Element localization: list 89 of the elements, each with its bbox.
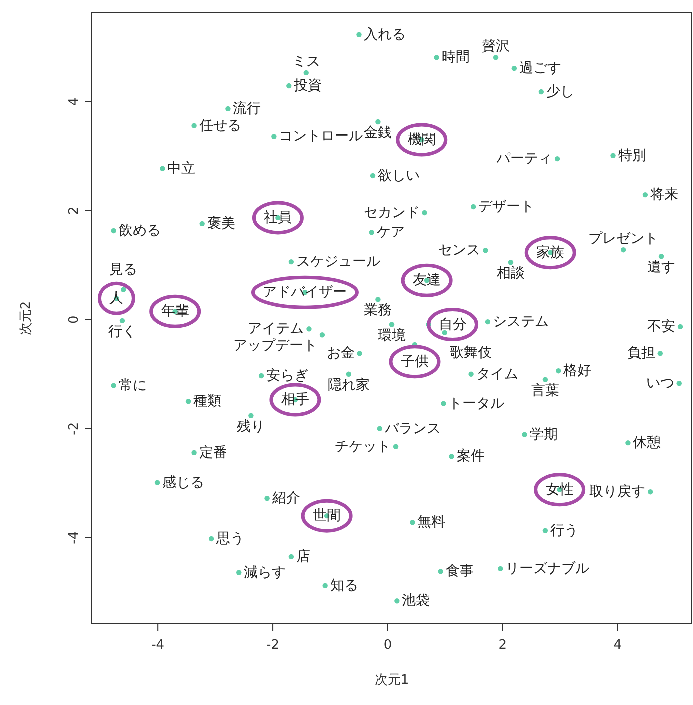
data-label: パーティ: [496, 151, 553, 168]
data-label: タイム: [476, 366, 518, 382]
data-label: 機関: [408, 132, 436, 148]
data-label: 知る: [330, 578, 358, 594]
data-label: 人: [110, 290, 124, 307]
data-label: セカンド: [364, 205, 420, 222]
x-tick-label: -2: [266, 638, 280, 653]
data-label: 女性: [546, 482, 574, 498]
data-label: チケット: [335, 438, 392, 455]
data-label: 相手: [281, 392, 310, 408]
data-label: 安らぎ: [266, 368, 309, 384]
data-label: 欲しい: [378, 168, 420, 184]
data-label: 贅沢: [482, 38, 510, 55]
data-label: 案件: [456, 448, 485, 465]
data-label: 無料: [418, 514, 446, 531]
data-label: 世間: [313, 508, 342, 524]
data-label: 投資: [293, 78, 322, 94]
data-label: トータル: [448, 396, 505, 412]
data-label: 歌舞伎: [450, 344, 492, 361]
data-label: 負担: [627, 346, 656, 362]
x-tick-label: 4: [614, 638, 622, 653]
y-tick-label: 4: [67, 98, 82, 106]
x-tick-label: 2: [498, 638, 508, 653]
data-label: コントロール: [279, 128, 364, 145]
data-label: 常に: [118, 378, 147, 394]
data-label: バランス: [384, 420, 441, 437]
data-label: 定番: [199, 444, 228, 461]
data-label: 紹介: [271, 490, 300, 507]
data-label: 過ごす: [519, 60, 562, 77]
data-label: 入れる: [364, 26, 406, 43]
y-axis-title: 次元2: [19, 301, 34, 336]
data-label: お金: [326, 346, 355, 362]
data-label: 行く: [108, 324, 136, 340]
data-label: 社員: [264, 210, 292, 226]
data-label: 見る: [110, 262, 138, 278]
data-label: 特別: [618, 148, 646, 164]
x-tick-label: 0: [384, 638, 392, 653]
data-label: デザート: [478, 199, 535, 216]
data-label: 業務: [364, 302, 392, 319]
data-label: 相談: [496, 266, 525, 282]
data-label: 家族: [536, 244, 565, 261]
data-label: 感じる: [162, 474, 205, 491]
data-label: 任せる: [198, 118, 242, 134]
y-tick-label: 0: [67, 316, 82, 324]
data-label: 行う: [550, 522, 578, 539]
data-label: 少し: [546, 84, 574, 100]
y-tick-label: -4: [67, 531, 82, 544]
data-label: システム: [492, 314, 549, 330]
data-label: 将来: [649, 187, 678, 204]
data-label: アップデート: [233, 338, 318, 354]
y-tick-label: 2: [67, 206, 82, 215]
data-label: 食事: [446, 564, 474, 580]
data-label: アイテム: [248, 321, 304, 338]
data-label: 褒美: [207, 216, 236, 232]
data-label: 店: [296, 548, 310, 565]
data-label: 自分: [438, 316, 467, 333]
data-label: 学期: [530, 426, 558, 443]
data-label: 残り: [237, 418, 266, 435]
data-label: 休憩: [633, 435, 662, 452]
data-label: 隠れ家: [328, 377, 370, 394]
data-label: センス: [438, 242, 481, 259]
data-label: 減らす: [244, 564, 286, 581]
x-tick-label: -4: [152, 638, 165, 653]
y-tick-label: -2: [67, 422, 82, 436]
data-label: 中立: [168, 160, 196, 177]
data-label: 友達: [413, 272, 442, 289]
data-label: 池袋: [402, 593, 430, 610]
data-label: 年輩: [161, 304, 190, 320]
data-label: 種類: [194, 394, 222, 410]
data-label: 環境: [378, 328, 406, 344]
data-label: 時間: [442, 50, 470, 66]
data-label: 遺す: [648, 260, 676, 276]
data-label: プレゼント: [588, 231, 659, 248]
x-axis-title: 次元1: [374, 673, 410, 688]
data-label: 飲める: [118, 223, 161, 240]
data-label: 不安: [648, 318, 676, 335]
data-label: 言葉: [531, 382, 560, 399]
data-label: 子供: [400, 354, 429, 370]
data-label: ケア: [376, 224, 405, 241]
data-label: 金銭: [364, 125, 392, 142]
data-label: いつ: [646, 376, 674, 392]
data-label: 格好: [562, 363, 592, 380]
data-label: アドバイザー: [263, 284, 348, 301]
data-label: スケジュール: [296, 254, 380, 270]
data-label: 取り戻す: [590, 484, 646, 500]
data-label: 思う: [216, 530, 245, 547]
data-label: 流行: [233, 100, 262, 117]
data-label: リーズナブル: [506, 560, 590, 577]
data-label: ミス: [292, 54, 320, 70]
